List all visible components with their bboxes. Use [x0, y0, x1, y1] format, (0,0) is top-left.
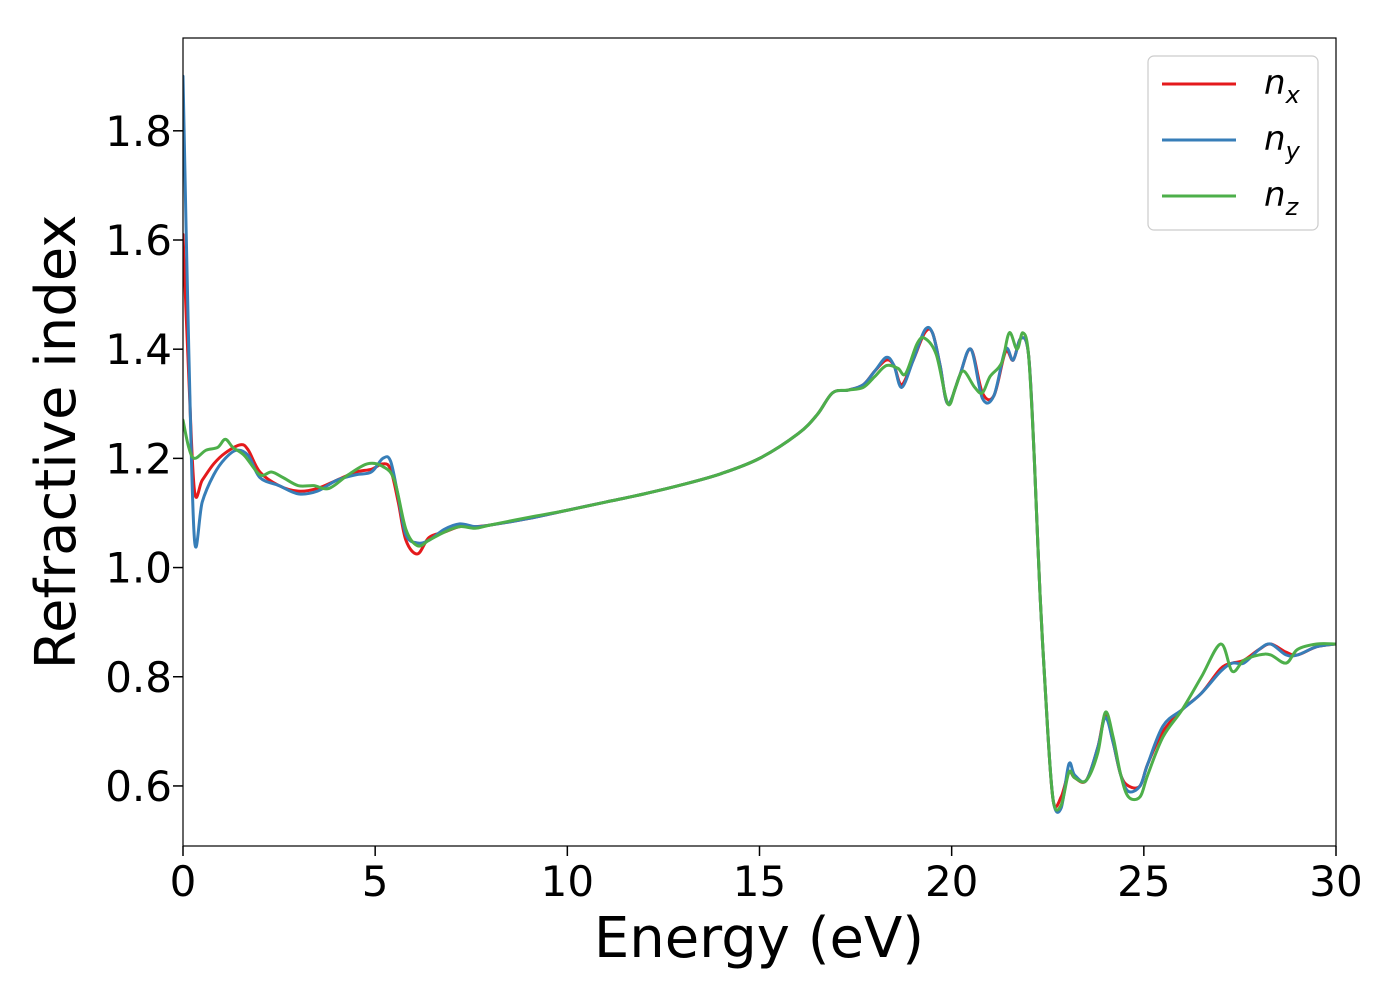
x-axis-label: Energy (eV) — [594, 906, 924, 971]
x-tick-label: 30 — [1309, 857, 1362, 906]
legend-label-z: nz — [1264, 175, 1300, 221]
y-tick-label: 1.2 — [105, 434, 172, 483]
y-axis: 0.6 0.8 1.0 1.2 1.4 1.6 1.8 — [105, 107, 183, 811]
series-layer — [183, 74, 1336, 814]
legend-box — [1147, 55, 1319, 231]
y-tick-label: 1.0 — [105, 544, 172, 593]
y-tick-label: 0.6 — [105, 762, 172, 811]
x-tick-label: 15 — [733, 857, 786, 906]
y-tick-label: 1.4 — [105, 325, 172, 374]
series-line-y — [183, 74, 1336, 814]
x-tick-label: 0 — [170, 857, 197, 906]
y-tick-label: 1.6 — [105, 216, 172, 265]
legend-label-x: nx — [1264, 63, 1301, 109]
x-tick-label: 20 — [925, 857, 978, 906]
y-axis-label: Refractive index — [24, 215, 89, 670]
x-tick-label: 5 — [362, 857, 389, 906]
x-tick-label: 10 — [541, 857, 594, 906]
y-tick-label: 0.8 — [105, 653, 172, 702]
legend-label-y: ny — [1264, 119, 1301, 165]
y-tick-label: 1.8 — [105, 107, 172, 156]
legend: nx ny nz — [1147, 55, 1319, 231]
series-line-z — [183, 331, 1336, 812]
x-axis: 0 5 10 15 20 25 30 — [170, 846, 1363, 906]
x-tick-label: 25 — [1117, 857, 1170, 906]
